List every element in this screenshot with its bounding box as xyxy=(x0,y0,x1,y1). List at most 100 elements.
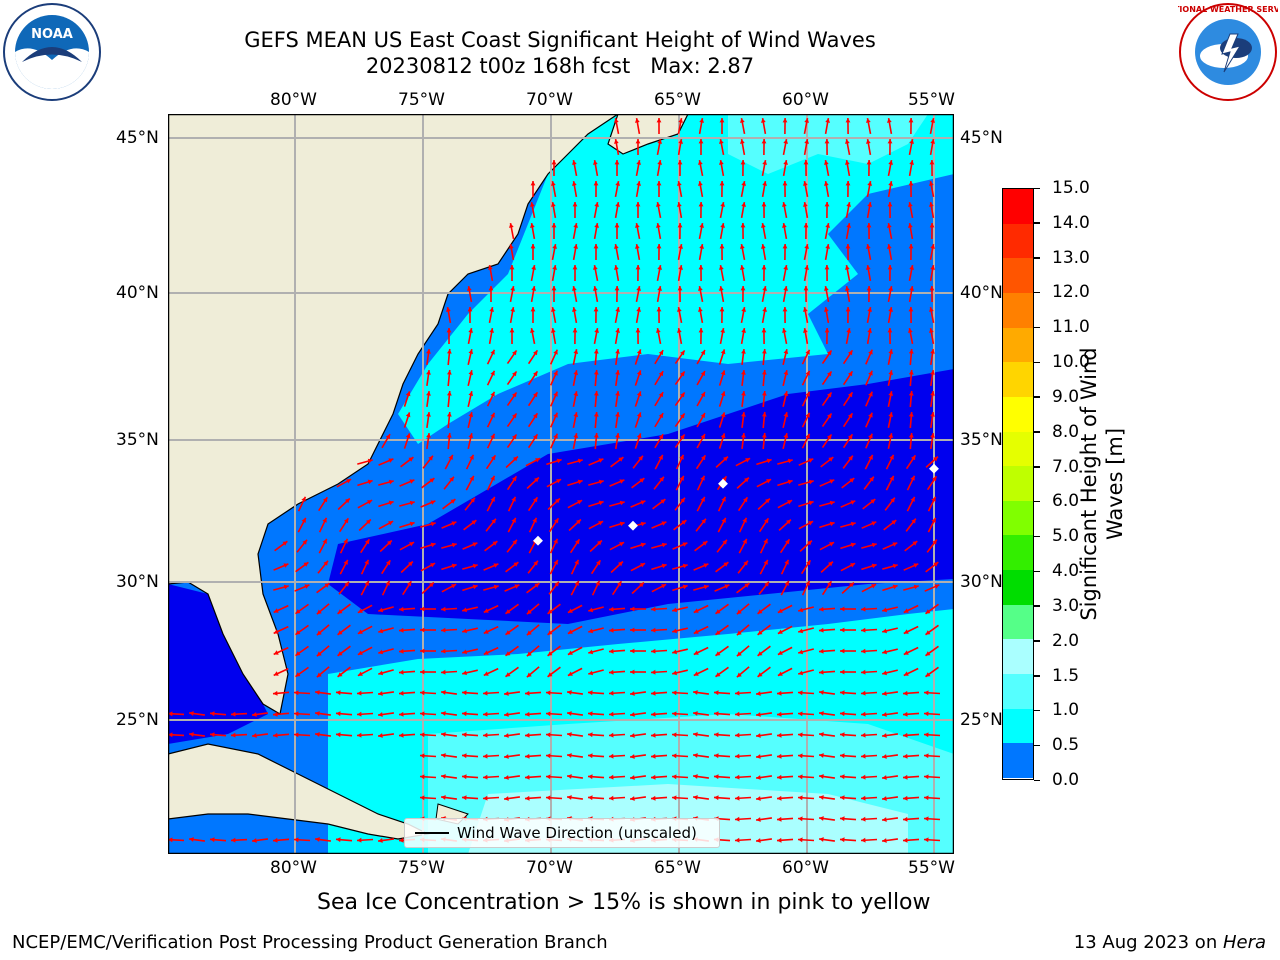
wind-wave-arrow-head xyxy=(636,433,642,439)
wind-wave-arrow-head xyxy=(693,795,698,800)
wind-wave-arrow-head xyxy=(829,479,835,484)
wind-wave-arrow-head xyxy=(756,754,761,759)
wind-wave-arrow-head xyxy=(526,609,532,615)
wind-wave-arrow-head xyxy=(903,795,908,801)
wind-wave-arrow-head xyxy=(777,753,782,759)
colorbar-swatch xyxy=(1003,189,1033,225)
colorbar-tick-label: 14.0 xyxy=(1052,212,1090,233)
wind-wave-arrow-head xyxy=(388,479,394,485)
wind-wave-arrow-head xyxy=(888,349,894,354)
wind-wave-arrow-head xyxy=(489,328,494,333)
wind-wave-arrow-head xyxy=(679,454,684,460)
wind-wave-arrow-head xyxy=(315,711,320,716)
wind-wave-arrow-head xyxy=(468,412,474,417)
wind-wave-arrow-head xyxy=(764,581,769,587)
wind-wave-arrow-head xyxy=(861,627,866,633)
wind-wave-arrow-head xyxy=(533,413,538,419)
wind-wave-arrow-head xyxy=(551,328,556,333)
wind-wave-arrow-head xyxy=(777,837,782,843)
wind-wave-arrow-head xyxy=(882,628,887,634)
wind-wave-arrow-head xyxy=(555,498,560,504)
wind-wave-arrow-head xyxy=(930,433,935,438)
station-markers xyxy=(533,463,939,546)
wind-wave-arrow-head xyxy=(252,712,257,717)
lat-label: 45°N xyxy=(960,128,1003,148)
wind-wave-arrow-head xyxy=(888,412,894,417)
wind-wave-arrow-head xyxy=(827,413,832,419)
wind-wave-arrow-head xyxy=(680,350,685,356)
wind-wave-arrow-head xyxy=(903,732,908,738)
wind-wave-arrow-head xyxy=(512,350,517,356)
wind-wave-arrow-head xyxy=(651,795,656,801)
wind-wave-arrow-head xyxy=(892,563,898,569)
wind-wave-arrow-head xyxy=(678,244,683,249)
wind-wave-arrow-head xyxy=(572,307,577,312)
wind-wave-arrow-head xyxy=(651,711,656,717)
wind-wave-arrow-head xyxy=(735,732,740,738)
lon-label: 60°W xyxy=(782,90,829,110)
wind-wave-arrow-head xyxy=(848,350,853,356)
wind-wave-arrow-head xyxy=(787,500,793,505)
wind-wave-arrow-head xyxy=(924,732,929,738)
wind-wave-arrow-head xyxy=(840,648,845,654)
wind-wave-arrow-head xyxy=(824,265,830,270)
wind-wave-arrow-head xyxy=(462,649,467,655)
wind-wave-arrow-head xyxy=(719,139,724,144)
wind-wave-arrow-head xyxy=(693,629,699,634)
colorbar-tick-mark xyxy=(1034,570,1040,573)
wind-wave-arrow-head xyxy=(803,223,809,228)
wind-wave-arrow-head xyxy=(547,609,553,614)
wind-wave-arrow-head xyxy=(803,307,808,312)
wind-wave-arrow-head xyxy=(698,202,704,207)
wind-wave-arrow-head xyxy=(525,690,530,696)
wind-wave-arrow-head xyxy=(805,391,810,397)
wind-wave-arrow-head xyxy=(866,223,872,228)
wind-wave-arrow-head xyxy=(827,581,832,587)
wind-wave-arrow-head xyxy=(483,608,489,613)
lon-label: 75°W xyxy=(398,90,445,110)
wind-wave-arrow-head xyxy=(531,265,536,270)
wind-wave-arrow-head xyxy=(593,412,599,417)
wind-wave-arrow-head xyxy=(316,651,322,657)
wind-wave-arrow-head xyxy=(336,690,341,696)
wind-wave-arrow-head xyxy=(462,774,467,780)
wind-wave-arrow-head xyxy=(782,223,787,228)
wind-wave-arrow-head xyxy=(640,500,646,505)
wind-wave-arrow-head xyxy=(661,563,667,569)
wind-wave-arrow-head xyxy=(378,649,384,655)
wind-wave-arrow-head xyxy=(929,286,935,291)
wind-wave-arrow-head xyxy=(777,690,782,696)
wind-wave-arrow-head xyxy=(609,648,614,654)
wind-wave-arrow-head xyxy=(283,563,289,568)
wind-wave-arrow-head xyxy=(573,370,579,375)
wind-wave-arrow-head xyxy=(693,774,698,779)
wind-wave-arrow-head xyxy=(273,608,279,613)
wind-wave-arrow-head xyxy=(504,754,509,759)
wind-wave-arrow-head xyxy=(765,498,770,504)
wind-wave-arrow-head xyxy=(903,650,909,655)
wind-wave-arrow-head xyxy=(672,795,677,801)
lon-label: 60°W xyxy=(782,858,829,878)
wind-wave-arrow-head xyxy=(861,648,866,654)
wind-wave-arrow-head xyxy=(824,328,830,333)
wind-wave-arrow-head xyxy=(887,139,893,144)
wind-wave-arrow-head xyxy=(719,265,724,270)
wind-wave-arrow-head xyxy=(761,202,767,207)
wind-wave-arrow-head xyxy=(283,584,289,590)
wind-wave-arrow-head xyxy=(803,202,808,207)
wind-wave-arrow-head xyxy=(735,837,740,843)
wind-wave-arrow-head xyxy=(903,671,909,676)
wind-wave-arrow-head xyxy=(661,542,667,548)
wind-wave-arrow-head xyxy=(891,520,897,525)
colorbar-tick-mark xyxy=(1034,187,1040,189)
wind-wave-arrow-head xyxy=(430,563,436,568)
wind-wave-arrow-head xyxy=(588,690,593,696)
wind-wave-arrow-head xyxy=(762,181,767,186)
wind-wave-arrow-head xyxy=(512,539,517,545)
wind-wave-arrow-head xyxy=(924,690,929,696)
wind-wave-arrow-head xyxy=(861,816,866,822)
wind-wave-arrow-head xyxy=(509,265,515,270)
wind-wave-arrow-head xyxy=(273,671,279,676)
wind-wave-arrow-head xyxy=(743,497,748,503)
wind-wave-arrow-head xyxy=(567,732,572,737)
